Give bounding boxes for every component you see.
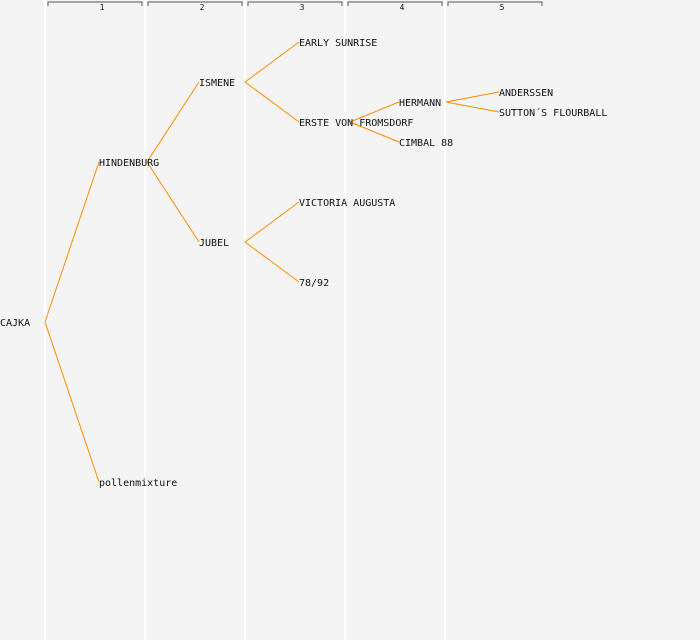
edge-ismene-to-erste-von-fromsdorf [244, 81, 300, 123]
node-ismene: ISMENE [199, 78, 235, 89]
generation-number-4: 4 [400, 3, 405, 12]
generation-bracket-3 [247, 1, 343, 6]
generation-bracket-4 [347, 1, 443, 6]
node-pollenmixture: pollenmixture [99, 478, 177, 489]
edge-erste-von-fromsdorf-to-hermann [349, 101, 400, 123]
node-cajka: CAJKA [0, 318, 30, 329]
node-early-sunrise: EARLY SUNRISE [299, 38, 377, 49]
node-victoria-augusta: VICTORIA AUGUSTA [299, 198, 395, 209]
node-cimbal-88: CIMBAL 88 [399, 138, 453, 149]
generation-number-5: 5 [500, 3, 505, 12]
generation-bracket-1 [47, 1, 143, 6]
generation-columns: 1 2 3 4 5 [44, 0, 543, 640]
node-suttons-flourball: SUTTON´S FLOURBALL [499, 107, 607, 119]
generation-bracket-5 [447, 1, 543, 6]
edge-hindenburg-to-ismene [146, 81, 200, 163]
generation-bracket-2 [147, 1, 243, 6]
edge-jubel-to-victoria-augusta [244, 201, 300, 243]
node-anderssen: ANDERSSEN [499, 88, 553, 99]
edge-hindenburg-to-jubel [146, 161, 200, 243]
edge-ismene-to-early-sunrise [244, 41, 300, 83]
pedigree-labels: CAJKA HINDENBURG pollenmixture ISMENE JU… [0, 38, 607, 489]
edge-hermann-to-suttons-flourball [445, 101, 500, 113]
pedigree-edges [44, 41, 500, 483]
edge-hermann-to-anderssen [445, 91, 500, 103]
node-hindenburg: HINDENBURG [99, 158, 159, 169]
node-erste-von-fromsdorf: ERSTE VON FROMSDORF [299, 118, 413, 129]
node-jubel: JUBEL [199, 238, 229, 249]
edge-jubel-to-78-92 [244, 241, 300, 283]
edge-erste-von-fromsdorf-to-cimbal-88 [349, 121, 400, 143]
generation-number-2: 2 [200, 3, 205, 12]
generation-number-1: 1 [100, 3, 105, 12]
generation-number-3: 3 [300, 3, 305, 12]
edge-cajka-to-pollenmixture [44, 321, 100, 483]
node-78-92: 78/92 [299, 278, 329, 289]
node-hermann: HERMANN [399, 98, 441, 109]
edge-cajka-to-hindenburg [44, 161, 100, 323]
